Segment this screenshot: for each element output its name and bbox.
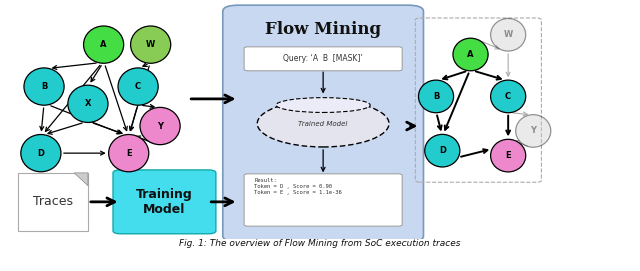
Text: Trained Model: Trained Model xyxy=(298,121,348,127)
Ellipse shape xyxy=(491,139,525,172)
Text: B: B xyxy=(433,92,439,101)
Ellipse shape xyxy=(84,26,124,63)
Text: C: C xyxy=(135,82,141,91)
Text: B: B xyxy=(41,82,47,91)
Ellipse shape xyxy=(257,100,389,147)
Ellipse shape xyxy=(140,107,180,145)
Text: Training
Model: Training Model xyxy=(136,188,193,216)
Ellipse shape xyxy=(453,38,488,71)
FancyBboxPatch shape xyxy=(113,170,216,234)
Text: Fig. 1: The overview of Flow Mining from SoC execution traces: Fig. 1: The overview of Flow Mining from… xyxy=(179,239,461,248)
Ellipse shape xyxy=(131,26,171,63)
FancyBboxPatch shape xyxy=(223,5,424,242)
Text: D: D xyxy=(439,146,446,155)
Text: C: C xyxy=(505,92,511,101)
Text: Flow Mining: Flow Mining xyxy=(265,21,381,38)
Text: W: W xyxy=(504,30,513,39)
Ellipse shape xyxy=(109,134,148,172)
Text: Traces: Traces xyxy=(33,195,73,208)
Text: Result:
Token = D , Score = 0.90
Token = E , Score = 1.1e-36: Result: Token = D , Score = 0.90 Token =… xyxy=(254,178,342,195)
Ellipse shape xyxy=(425,134,460,167)
Ellipse shape xyxy=(491,80,525,113)
Text: X: X xyxy=(84,99,91,108)
Text: A: A xyxy=(467,50,474,59)
Text: E: E xyxy=(506,151,511,160)
Text: Y: Y xyxy=(157,121,163,131)
FancyBboxPatch shape xyxy=(244,174,402,226)
Ellipse shape xyxy=(68,85,108,122)
Text: A: A xyxy=(100,40,107,49)
Text: Y: Y xyxy=(531,127,536,136)
Text: D: D xyxy=(37,149,44,158)
Text: E: E xyxy=(126,149,131,158)
Text: Query: ‘A  B  [MASK]’: Query: ‘A B [MASK]’ xyxy=(284,54,363,63)
Ellipse shape xyxy=(516,115,551,147)
Text: W: W xyxy=(146,40,156,49)
Ellipse shape xyxy=(118,68,158,105)
FancyBboxPatch shape xyxy=(244,47,402,71)
Ellipse shape xyxy=(491,18,525,51)
Polygon shape xyxy=(74,173,88,186)
Ellipse shape xyxy=(276,98,370,112)
Ellipse shape xyxy=(21,134,61,172)
Ellipse shape xyxy=(24,68,64,105)
FancyBboxPatch shape xyxy=(18,173,88,231)
Ellipse shape xyxy=(419,80,454,113)
